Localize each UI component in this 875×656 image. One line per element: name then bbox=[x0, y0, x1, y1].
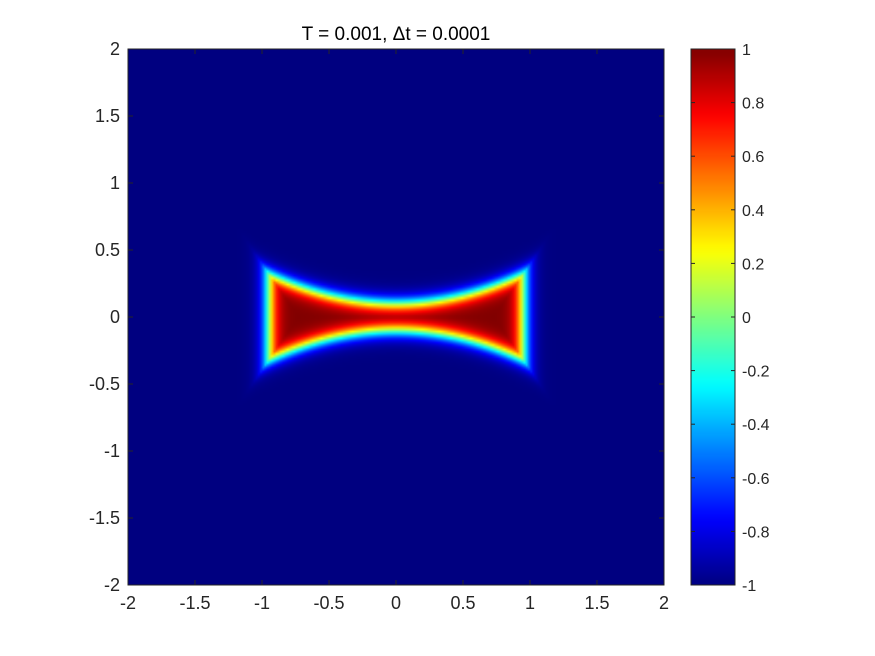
plot-area bbox=[127, 48, 665, 586]
y-tick-label: 1 bbox=[110, 173, 120, 193]
colorbar-tick-label: 0.2 bbox=[742, 256, 764, 273]
colorbar-tick-label: 0.4 bbox=[742, 203, 764, 220]
colorbar-tick-label: -1 bbox=[742, 578, 756, 595]
y-tick-label: -1 bbox=[104, 441, 120, 461]
colorbar-tick-label: -0.6 bbox=[742, 471, 770, 488]
colorbar-tick-label: 0.8 bbox=[742, 96, 764, 113]
y-tick-label: 0.5 bbox=[95, 240, 120, 260]
x-tick-label: -2 bbox=[120, 593, 136, 613]
y-tick-label: -0.5 bbox=[89, 374, 120, 394]
y-tick-label: 1.5 bbox=[95, 106, 120, 126]
x-tick-label: 2 bbox=[659, 593, 669, 613]
colorbar: -1 -0.8 -0.6 -0.4 -0.2 0 0.2 0.4 0.6 0.8 1 bbox=[690, 42, 770, 595]
colorbar-gradient bbox=[691, 49, 735, 585]
x-tick-label: -1.5 bbox=[179, 593, 210, 613]
y-tick-label: -1.5 bbox=[89, 508, 120, 528]
colorbar-tick-label: -0.4 bbox=[742, 417, 770, 434]
y-tick-label: 2 bbox=[110, 39, 120, 59]
colorbar-tick-label: -0.2 bbox=[742, 364, 770, 381]
y-tick-label: 0 bbox=[110, 307, 120, 327]
x-tick-label: 1 bbox=[525, 593, 535, 613]
chart-title: T = 0.001, Δt = 0.0001 bbox=[302, 24, 491, 45]
heatmap-image bbox=[128, 49, 664, 585]
x-tick-label: 1.5 bbox=[584, 593, 609, 613]
colorbar-tick-label: 0 bbox=[742, 310, 751, 327]
colorbar-tick-label: 0.6 bbox=[742, 149, 764, 166]
colorbar-tick-label: -0.8 bbox=[742, 524, 770, 541]
y-tick-label: -2 bbox=[104, 575, 120, 595]
x-axis: -2 -1.5 -1 -0.5 0 0.5 1 1.5 2 bbox=[120, 49, 669, 613]
colorbar-tick-label: 1 bbox=[742, 42, 751, 59]
x-tick-label: 0.5 bbox=[450, 593, 475, 613]
x-tick-label: 0 bbox=[391, 593, 401, 613]
colorbar-ticks: -1 -0.8 -0.6 -0.4 -0.2 0 0.2 0.4 0.6 0.8 1 bbox=[691, 42, 770, 595]
x-tick-label: -0.5 bbox=[313, 593, 344, 613]
x-tick-label: -1 bbox=[254, 593, 270, 613]
y-axis: -2 -1.5 -1 -0.5 0 0.5 1 1.5 2 bbox=[89, 39, 664, 595]
